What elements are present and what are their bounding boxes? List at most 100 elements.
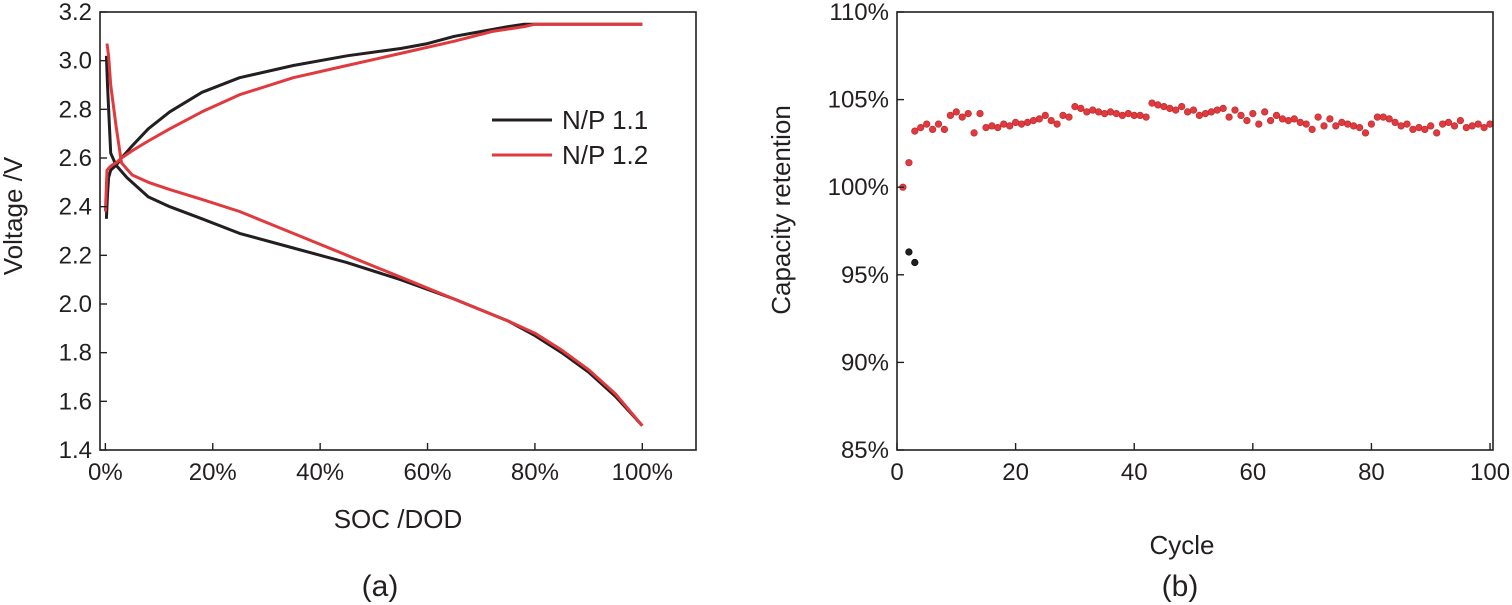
panel-b-x-tick-label: 80 (1358, 459, 1385, 486)
data-point (1421, 125, 1429, 133)
panel-a-y-tick-label: 2.0 (59, 291, 92, 318)
data-point (1077, 104, 1085, 112)
data-point (1207, 108, 1215, 116)
data-point (1065, 113, 1073, 121)
legend-label-np12: N/P 1.2 (562, 140, 648, 170)
data-point (1154, 101, 1162, 109)
data-point (994, 123, 1002, 132)
data-point (1361, 129, 1370, 137)
data-point (1100, 109, 1109, 118)
data-point (1385, 115, 1393, 123)
panel-a-y-tick-label: 2.4 (59, 194, 92, 221)
data-point (1017, 120, 1026, 128)
data-point (1148, 99, 1156, 107)
data-point (1160, 102, 1168, 111)
data-point (1183, 108, 1192, 116)
panel-b-x-tick-label: 40 (1121, 459, 1148, 486)
data-point (911, 258, 919, 267)
data-point (1266, 116, 1275, 125)
data-point (1320, 122, 1328, 130)
data-point (1278, 115, 1287, 123)
legend-label-np11: N/P 1.1 (562, 105, 648, 135)
series-line-np11-charge (104, 22, 643, 219)
data-point (1284, 116, 1292, 125)
data-point (917, 123, 925, 132)
data-point (1338, 118, 1346, 126)
panel-a-y-tick-label: 1.8 (59, 340, 92, 367)
data-point (1219, 104, 1227, 112)
data-point (1249, 109, 1257, 118)
panel-b-y-tick-label: 85% (841, 437, 889, 464)
data-point (1480, 123, 1488, 132)
data-point (1231, 106, 1239, 114)
panel-b-ticks: 0 20 40 60 80 100 85% 90% 95% 100% 105% 110% (828, 0, 1510, 486)
data-point (1438, 120, 1447, 128)
panel-b-plot-area (899, 99, 1494, 267)
data-point (1433, 129, 1441, 137)
data-point (911, 127, 919, 135)
data-point (1391, 118, 1399, 126)
data-point (1136, 111, 1144, 119)
data-point (1172, 106, 1180, 114)
data-point (1071, 102, 1079, 111)
data-point (1409, 125, 1417, 133)
data-point (1118, 111, 1126, 119)
data-point (1094, 108, 1103, 116)
data-point (1006, 122, 1014, 130)
data-point (1444, 118, 1453, 126)
panel-a-y-tick-label: 2.6 (59, 145, 92, 172)
panel-b-y-axis-title: Capacity retention (766, 105, 796, 315)
panel-a-label: (a) (362, 570, 399, 603)
data-point (1397, 122, 1405, 130)
data-point (988, 122, 996, 130)
data-point (976, 109, 984, 118)
panel-a-y-tick-label: 1.6 (59, 388, 92, 415)
data-point (1474, 120, 1482, 128)
data-point (1403, 120, 1411, 128)
data-point (1468, 122, 1476, 130)
data-point (1166, 104, 1174, 112)
panel-a-x-tick-label: 80% (511, 459, 559, 486)
data-point (1272, 111, 1281, 119)
data-point (1450, 122, 1459, 130)
data-point (1047, 116, 1055, 125)
data-point (1041, 111, 1049, 119)
panel-b-y-tick-label: 90% (841, 349, 889, 376)
data-point (1349, 122, 1358, 130)
data-point (1059, 111, 1067, 119)
data-point (1367, 120, 1375, 128)
panel-b-x-tick-label: 20 (1002, 459, 1029, 486)
data-point (1201, 109, 1209, 118)
data-point (1124, 109, 1132, 118)
data-point (1237, 111, 1245, 119)
panel-a-y-tick-label: 3.0 (59, 48, 92, 75)
data-point (1462, 123, 1470, 132)
panel-a-voltage-chart: 0% 20% 40% 60% 80% 100% 1.4 1.6 1.8 2.0 2.2 2.4 2.6 2… (0, 0, 697, 603)
data-point (1225, 113, 1233, 121)
data-point (946, 111, 955, 119)
panel-b-x-tick-label: 0 (890, 459, 903, 486)
panel-b-x-tick-label: 60 (1239, 459, 1266, 486)
panel-a-x-tick-label: 20% (189, 459, 237, 486)
data-point (1314, 113, 1322, 121)
panel-a-y-axis-title: Voltage /V (0, 156, 28, 275)
panel-a-ticks: 0% 20% 40% 60% 80% 100% 1.4 1.6 1.8 2.0 2.2 2.4 2.6 2… (59, 0, 673, 486)
data-point (905, 248, 913, 256)
data-point (1000, 120, 1008, 128)
series-line-np12-charge (103, 22, 643, 212)
panel-a-x-tick-label: 0% (88, 459, 123, 486)
data-point (1213, 106, 1221, 114)
data-point (905, 159, 913, 167)
data-point (1308, 125, 1316, 133)
data-point (1083, 108, 1091, 116)
data-point (1344, 120, 1352, 128)
data-point (1053, 120, 1061, 128)
panel-a-x-tick-label: 60% (404, 459, 452, 486)
data-point (1302, 120, 1310, 128)
data-point (1142, 113, 1150, 121)
panel-a-frame (99, 11, 697, 451)
data-point (952, 108, 960, 116)
panel-a-x-axis-title: SOC /DOD (334, 504, 463, 534)
